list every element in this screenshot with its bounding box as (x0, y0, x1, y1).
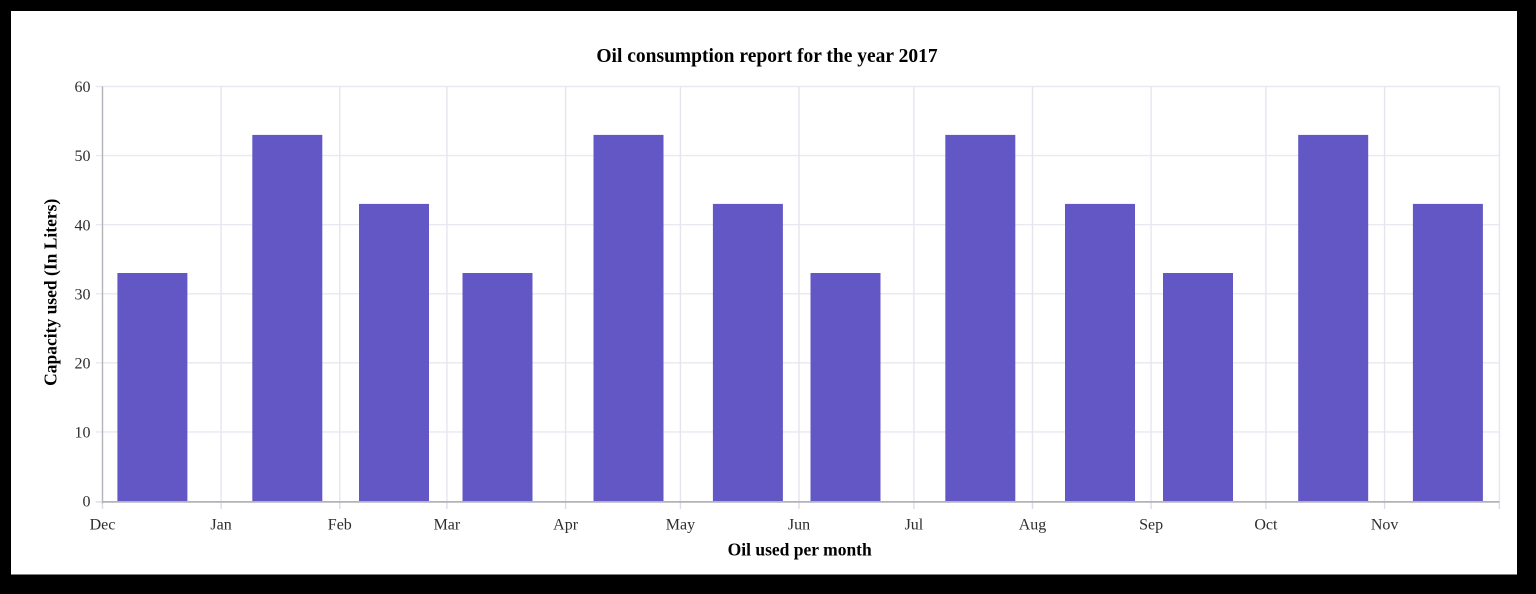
svg-text:10: 10 (75, 425, 91, 442)
svg-text:Apr: Apr (553, 517, 579, 534)
svg-text:Dec: Dec (90, 517, 116, 534)
svg-text:40: 40 (75, 217, 91, 234)
svg-text:60: 60 (75, 79, 91, 96)
svg-text:Capacity used (In Liters): Capacity used (In Liters) (40, 199, 60, 386)
svg-text:Aug: Aug (1019, 517, 1047, 534)
svg-text:0: 0 (83, 494, 91, 511)
svg-text:Jun: Jun (788, 517, 810, 534)
svg-text:Oil used per month: Oil used per month (728, 540, 872, 560)
svg-text:Jan: Jan (210, 517, 231, 534)
svg-text:Jul: Jul (905, 517, 924, 534)
svg-text:Nov: Nov (1371, 517, 1399, 534)
svg-text:30: 30 (75, 286, 91, 303)
svg-text:May: May (666, 517, 695, 534)
svg-text:20: 20 (75, 355, 91, 372)
svg-text:Feb: Feb (328, 517, 352, 534)
svg-text:50: 50 (75, 148, 91, 165)
svg-text:Oil consumption report for the: Oil consumption report for the year 2017 (596, 46, 937, 67)
svg-text:Mar: Mar (434, 517, 461, 534)
svg-text:Oct: Oct (1254, 517, 1278, 534)
svg-text:Sep: Sep (1139, 517, 1163, 534)
